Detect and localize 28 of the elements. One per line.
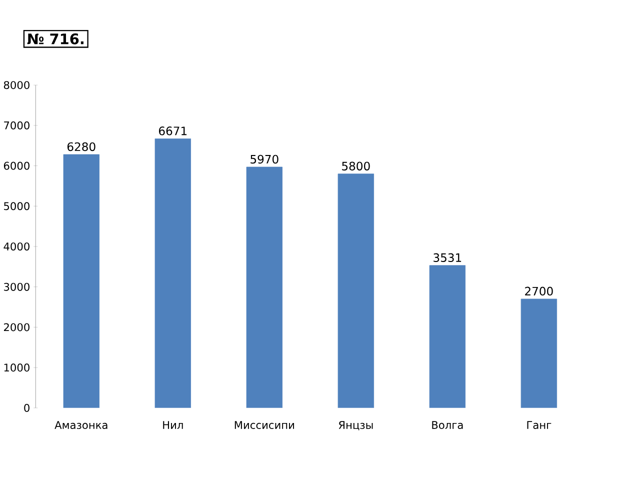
data-label: 5800: [342, 162, 370, 171]
data-label: 6280: [67, 142, 96, 152]
y-tick-label: 5000: [4, 202, 30, 210]
y-tick-label: 1000: [4, 364, 30, 372]
chart-title: № 716.: [27, 34, 84, 45]
x-tick-label: Янцзы: [338, 421, 373, 431]
x-tick-label: Амазонка: [54, 421, 108, 430]
y-tick-label: 2000: [4, 323, 30, 332]
x-tick-label: Миссисипи: [234, 421, 294, 430]
bar: [429, 265, 466, 408]
bar: [246, 167, 282, 408]
y-tick-label: 0: [24, 404, 30, 412]
x-tick-label: Ганг: [527, 421, 552, 430]
y-tick-label: 3000: [4, 283, 30, 292]
bar: [338, 174, 374, 408]
y-tick-label: 7000: [4, 122, 30, 130]
data-label: 5970: [250, 155, 278, 164]
bar: [63, 154, 100, 408]
data-label: 6671: [158, 126, 187, 136]
bar: [520, 298, 558, 408]
data-label: 3531: [434, 254, 462, 262]
bar: [154, 138, 191, 408]
x-tick-label: Нил: [163, 421, 183, 430]
y-tick-label: 6000: [4, 162, 30, 170]
x-tick-label: Волга: [432, 421, 463, 430]
y-tick-label: 8000: [4, 81, 30, 90]
y-tick-label: 4000: [4, 242, 30, 251]
data-label: 2700: [525, 287, 553, 296]
